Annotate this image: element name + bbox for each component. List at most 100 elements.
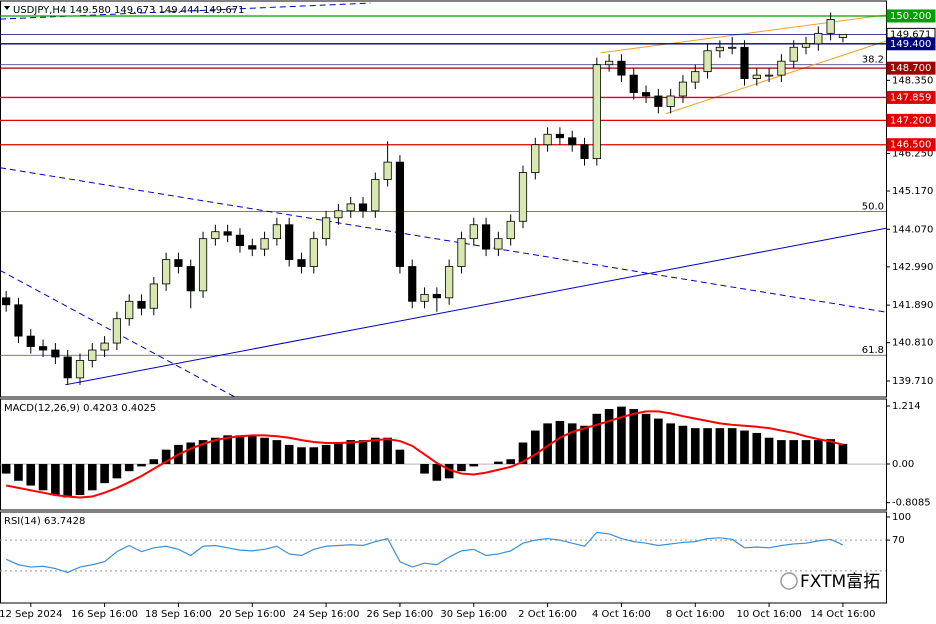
panel-title: USDJPY,H4 149.580 149.673 149.444 149.67… [13, 5, 244, 16]
macd-bar [346, 440, 356, 465]
macd-bar [592, 413, 602, 465]
candle-body [814, 32, 823, 45]
macd-bar [703, 428, 712, 465]
macd-bar [358, 440, 368, 465]
y-tick-label: 148.350 [892, 75, 933, 86]
macd-bar [124, 464, 134, 472]
macd-bar [752, 432, 762, 465]
candle-body [309, 238, 318, 267]
x-tick-label: 14 Oct 16:00 [810, 609, 875, 620]
panel-frame [0, 398, 887, 511]
macd-bar [309, 447, 319, 465]
candle-body [765, 74, 774, 77]
candle-body [789, 46, 798, 62]
candle-body [297, 259, 306, 267]
candle-body [568, 137, 577, 146]
trend-line [600, 14, 887, 54]
macd-bar [371, 437, 380, 465]
macd-bar [506, 459, 515, 465]
x-tick-label: 8 Oct 16:00 [666, 609, 725, 620]
x-tick-label: 12 Sep 2024 [0, 609, 62, 620]
candle-body [518, 172, 528, 222]
x-tick-label: 2 Oct 16:00 [518, 609, 577, 620]
x-tick-label: 10 Oct 16:00 [736, 609, 801, 620]
macd-bar [297, 447, 306, 465]
macd-bar [161, 449, 171, 465]
macd-bar [457, 464, 466, 472]
price-label: 149.671 [890, 29, 931, 40]
candle-body [469, 224, 478, 240]
candle-body [2, 297, 11, 306]
fib-label: 50.0 [862, 202, 884, 213]
macd-bar [137, 464, 146, 467]
watermark: FXTM富拓 [800, 572, 880, 592]
fib-label: 61.8 [862, 345, 884, 356]
trend-line [665, 40, 887, 115]
x-tick-label: 16 Sep 16:00 [71, 609, 138, 620]
x-tick-label: 20 Sep 16:00 [219, 609, 286, 620]
panel-title: MACD(12,26,9) 0.4203 0.4025 [4, 403, 156, 414]
candle-body [580, 144, 589, 160]
macd-bar [543, 423, 552, 465]
price-label: 148.700 [890, 63, 931, 74]
macd-bar [654, 418, 663, 465]
y-tick-label: 0.00 [892, 459, 914, 470]
macd-bar [1, 464, 11, 474]
trend-line [65, 227, 887, 386]
candle-body [186, 266, 195, 292]
candle-body [137, 300, 146, 309]
candle-body [100, 342, 109, 351]
macd-bar [838, 443, 848, 465]
watermark-icon [780, 572, 798, 590]
macd-bar [494, 461, 503, 465]
candle-body [506, 220, 515, 240]
macd-bar [284, 444, 294, 465]
candle-body [617, 60, 626, 76]
macd-bar [334, 442, 343, 465]
macd-bar [789, 440, 799, 465]
macd-bar [814, 440, 823, 465]
candle-body [740, 46, 749, 79]
macd-bar [469, 464, 479, 467]
macd-bar [186, 442, 196, 465]
macd-bar [14, 464, 23, 481]
panel-title: RSI(14) 63.7428 [4, 516, 85, 527]
candle-body [223, 231, 232, 236]
panel-frame [0, 0, 887, 398]
candle-body [838, 33, 848, 38]
candle-body [38, 346, 48, 351]
x-tick-label: 30 Sep 16:00 [440, 609, 507, 620]
macd-bar [432, 464, 442, 481]
candle-body [531, 144, 540, 173]
macd-bar [764, 437, 774, 465]
candle-body [248, 245, 257, 250]
macd-bar [715, 428, 725, 465]
x-tick-label: 24 Sep 16:00 [293, 609, 360, 620]
macd-bar [272, 440, 282, 465]
fib-label: 38.2 [862, 55, 884, 66]
candle-body [260, 238, 269, 250]
macd-bar [641, 413, 651, 465]
signal-line [5, 410, 844, 499]
candle-body [678, 81, 688, 97]
candle-body [211, 231, 220, 240]
candle-body [752, 74, 761, 79]
price-label: 147.200 [890, 115, 931, 126]
macd-bar [211, 437, 220, 465]
candle-body [666, 95, 675, 107]
y-tick-label: 146.250 [892, 148, 933, 159]
candle-body [51, 349, 60, 358]
macd-bar [63, 464, 72, 498]
candle-body [408, 266, 417, 302]
macd-bar [26, 464, 36, 486]
candle-body [149, 283, 158, 309]
macd-bar [100, 464, 109, 484]
macd-bar [740, 430, 749, 465]
y-tick-label: 142.990 [892, 262, 933, 273]
macd-bar [604, 409, 614, 465]
macd-bar [149, 459, 159, 465]
candle-body [826, 19, 835, 34]
rsi-line [5, 531, 844, 574]
candle-body [420, 293, 429, 302]
